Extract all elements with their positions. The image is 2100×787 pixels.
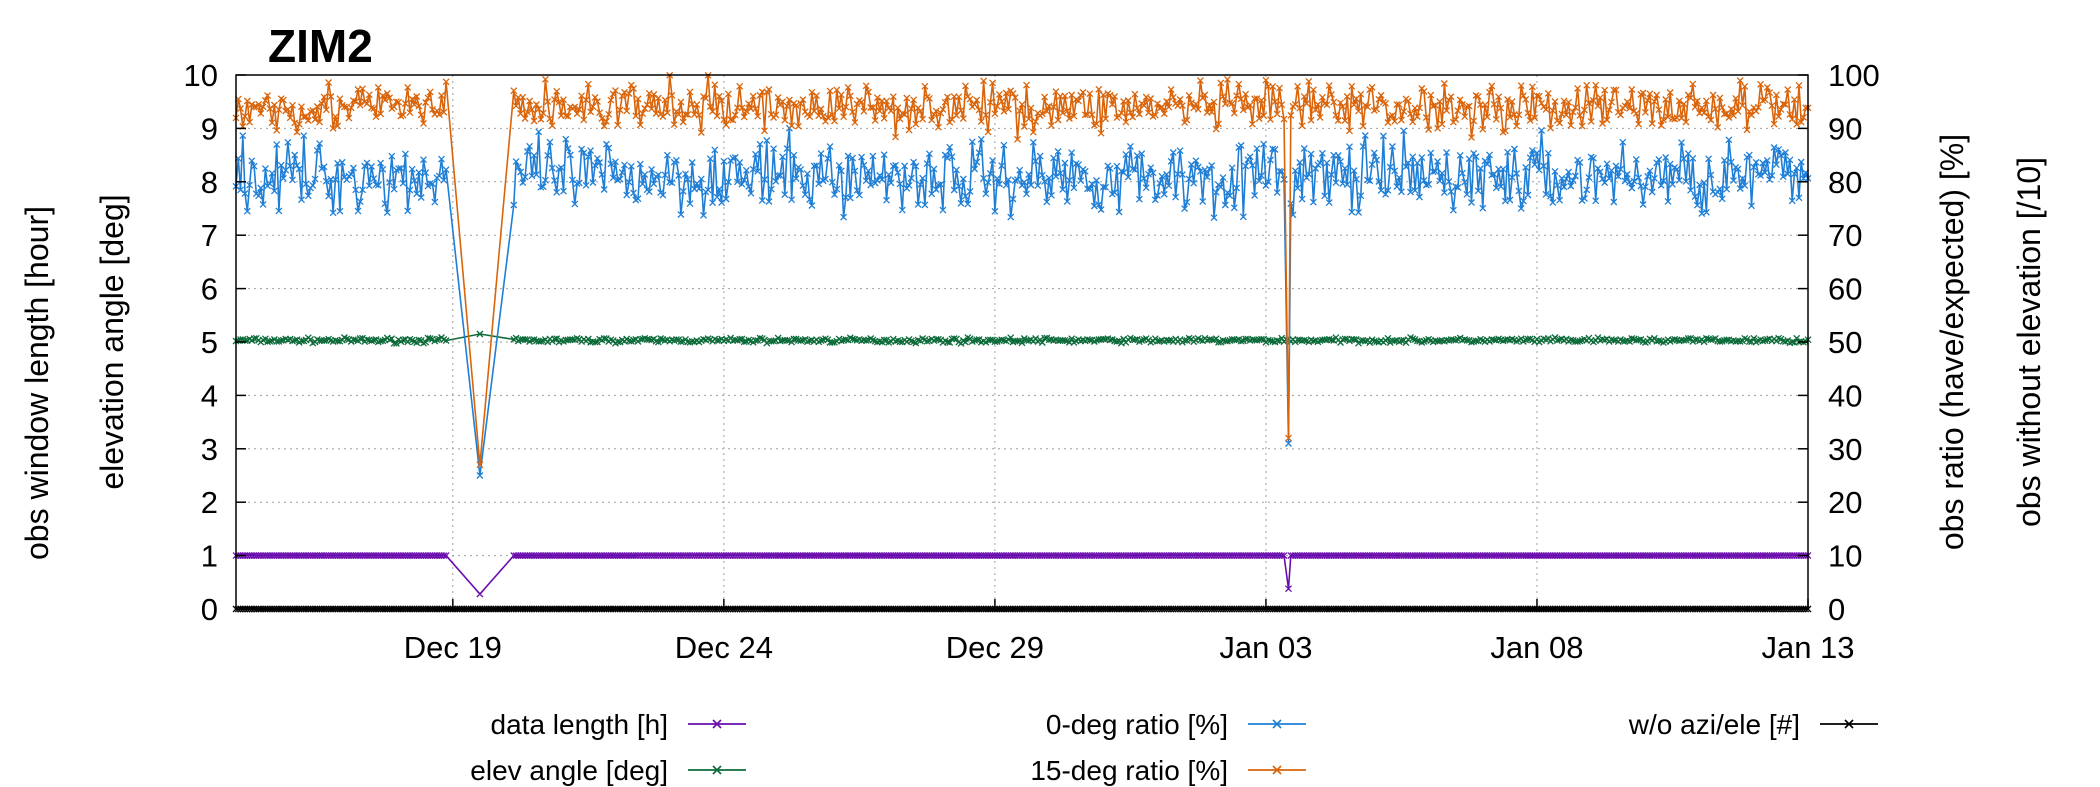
x-tick-label: Jan 13 — [1761, 630, 1854, 665]
y-left-title-2: elevation angle [deg] — [94, 194, 130, 489]
series-layer — [232, 71, 1812, 613]
y-left-tick-label: 9 — [201, 111, 218, 146]
y-right-tick-label: 80 — [1828, 165, 1862, 200]
y-right-tick-label: 70 — [1828, 218, 1862, 253]
series-markers — [232, 552, 1812, 598]
y-left-tick-label: 7 — [201, 218, 218, 253]
y-right-tick-label: 50 — [1828, 325, 1862, 360]
legend-marker — [712, 719, 722, 729]
series-line — [235, 128, 1809, 476]
y-right-tick-label: 40 — [1828, 378, 1862, 413]
y-left-tick-label: 0 — [201, 592, 218, 627]
y-left-tick-label: 4 — [201, 378, 218, 413]
y-right-title-2: obs without elevation [/10] — [2011, 157, 2047, 527]
legend-label: elev angle [deg] — [470, 755, 668, 786]
legend-marker — [1272, 765, 1282, 775]
series-markers — [232, 71, 1812, 469]
y-right-tick-label: 30 — [1828, 432, 1862, 467]
legend-marker — [1272, 719, 1282, 729]
series-3 — [232, 71, 1812, 469]
y-left-tick-label: 8 — [201, 165, 218, 200]
y-left-title-1: obs window length [hour] — [19, 206, 55, 560]
y-right-tick-label: 20 — [1828, 485, 1862, 520]
legend-label: w/o azi/ele [#] — [1628, 709, 1800, 740]
legend-marker — [1844, 719, 1854, 729]
legend-label: 15-deg ratio [%] — [1030, 755, 1228, 786]
legend-label: 0-deg ratio [%] — [1046, 709, 1228, 740]
legend: data length [h] elev angle [deg] 0-deg rat… — [470, 709, 1878, 786]
y-left-tick-label: 3 — [201, 432, 218, 467]
x-tick-label: Dec 29 — [946, 630, 1044, 665]
y-left-tick-label: 10 — [184, 58, 218, 93]
chart-title: ZIM2 — [268, 20, 373, 72]
x-tick-label: Dec 24 — [675, 630, 773, 665]
y-left-tick-label: 1 — [201, 539, 218, 574]
y-right-tick-label: 100 — [1828, 58, 1880, 93]
series-2 — [232, 124, 1812, 479]
series-0 — [232, 552, 1812, 598]
y-right-tick-label: 60 — [1828, 272, 1862, 307]
x-tick-label: Dec 19 — [404, 630, 502, 665]
y-right-tick-label: 90 — [1828, 111, 1862, 146]
y-left-tick-label: 2 — [201, 485, 218, 520]
y-right-tick-label: 10 — [1828, 539, 1862, 574]
y-right-title-1: obs ratio (have/expected) [%] — [1934, 134, 1970, 550]
y-left-tick-label: 6 — [201, 272, 218, 307]
y-left-tick-label: 5 — [201, 325, 218, 360]
x-tick-label: Jan 08 — [1490, 630, 1583, 665]
series-line — [236, 554, 1808, 596]
x-tick-label: Jan 03 — [1219, 630, 1312, 665]
legend-label: data length [h] — [491, 709, 668, 740]
y-right-tick-label: 0 — [1828, 592, 1845, 627]
legend-marker — [712, 765, 722, 775]
